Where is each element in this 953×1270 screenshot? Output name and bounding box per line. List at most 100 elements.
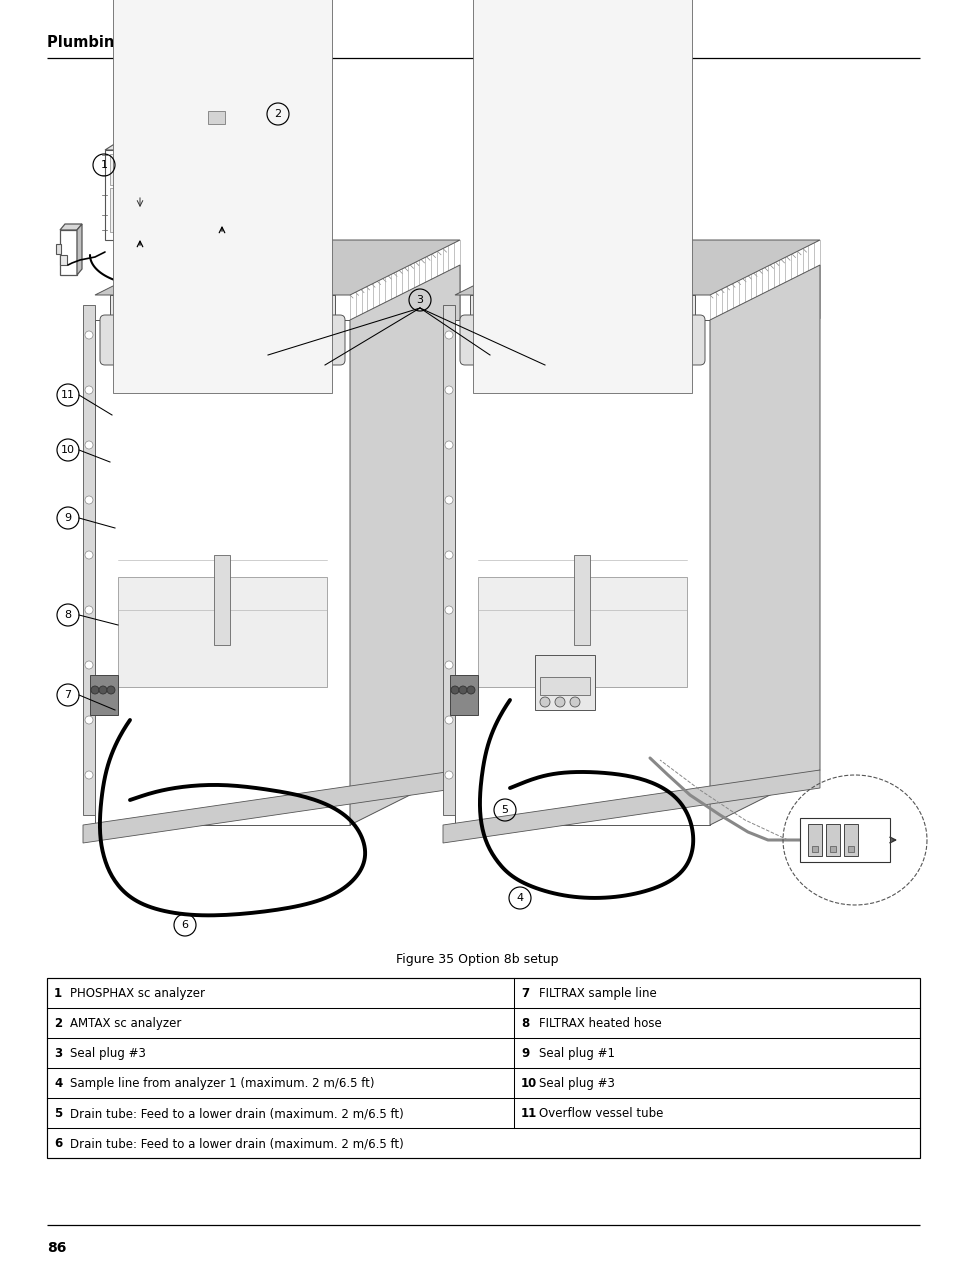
Polygon shape: [228, 103, 233, 126]
Polygon shape: [455, 240, 820, 295]
Polygon shape: [105, 150, 174, 240]
Text: 7: 7: [65, 690, 71, 700]
Polygon shape: [110, 154, 170, 185]
Polygon shape: [190, 171, 254, 218]
Circle shape: [569, 697, 579, 707]
Polygon shape: [95, 320, 350, 826]
Circle shape: [85, 551, 92, 559]
Text: Plumbing and connection options: Plumbing and connection options: [47, 34, 323, 50]
Bar: [811, 846, 817, 852]
Text: Drain tube: Feed to a lower drain (maximum. 2 m/6.5 ft): Drain tube: Feed to a lower drain (maxim…: [70, 1107, 403, 1120]
Text: 8: 8: [520, 1017, 529, 1030]
Polygon shape: [60, 224, 82, 230]
Polygon shape: [110, 188, 170, 232]
Text: 5: 5: [54, 1107, 62, 1120]
Text: 6: 6: [54, 1137, 62, 1151]
FancyBboxPatch shape: [100, 315, 345, 364]
Polygon shape: [260, 113, 284, 224]
Polygon shape: [185, 113, 284, 128]
Text: 3: 3: [54, 1046, 62, 1060]
Text: 1: 1: [54, 987, 62, 999]
Circle shape: [444, 331, 453, 339]
Bar: [574, 555, 589, 645]
Bar: [829, 846, 835, 852]
Text: 3: 3: [416, 295, 423, 305]
Polygon shape: [60, 255, 67, 265]
Circle shape: [467, 686, 475, 693]
Bar: [213, 555, 230, 645]
Circle shape: [107, 686, 115, 693]
Polygon shape: [205, 103, 233, 108]
Circle shape: [85, 771, 92, 779]
Circle shape: [444, 660, 453, 669]
Circle shape: [539, 697, 550, 707]
Circle shape: [85, 660, 92, 669]
Bar: [112, 0, 332, 392]
Circle shape: [85, 606, 92, 613]
Text: Drain tube: Feed to a lower drain (maximum. 2 m/6.5 ft): Drain tube: Feed to a lower drain (maxim…: [70, 1137, 403, 1151]
FancyBboxPatch shape: [47, 77, 919, 942]
FancyBboxPatch shape: [459, 315, 704, 364]
Circle shape: [444, 716, 453, 724]
Polygon shape: [174, 136, 196, 240]
Polygon shape: [185, 128, 260, 224]
Text: 2: 2: [54, 1017, 62, 1030]
Polygon shape: [60, 230, 77, 276]
Polygon shape: [77, 224, 82, 276]
Circle shape: [133, 210, 146, 221]
Polygon shape: [442, 305, 455, 815]
Circle shape: [444, 551, 453, 559]
Text: Seal plug #3: Seal plug #3: [70, 1046, 146, 1060]
Bar: [807, 824, 821, 856]
Polygon shape: [56, 244, 61, 254]
Circle shape: [444, 606, 453, 613]
Circle shape: [444, 386, 453, 394]
Bar: [118, 577, 327, 687]
Circle shape: [99, 686, 107, 693]
Text: 11: 11: [520, 1107, 537, 1120]
Circle shape: [85, 497, 92, 504]
Circle shape: [451, 686, 458, 693]
Circle shape: [215, 194, 228, 206]
Text: 9: 9: [520, 1046, 529, 1060]
Text: Figure 35 Option 8b setup: Figure 35 Option 8b setup: [395, 954, 558, 966]
Text: Seal plug #3: Seal plug #3: [538, 1077, 615, 1090]
Text: 11: 11: [61, 390, 75, 400]
Text: 6: 6: [181, 919, 189, 930]
Circle shape: [458, 686, 467, 693]
Circle shape: [85, 331, 92, 339]
Polygon shape: [442, 770, 820, 843]
Bar: [539, 677, 589, 695]
Text: 2: 2: [274, 109, 281, 119]
Polygon shape: [105, 136, 196, 150]
Text: Overflow vessel tube: Overflow vessel tube: [538, 1107, 662, 1120]
Bar: [90, 674, 118, 715]
Text: 4: 4: [516, 893, 523, 903]
Circle shape: [444, 771, 453, 779]
Text: 8: 8: [65, 610, 71, 620]
Text: FILTRAX heated hose: FILTRAX heated hose: [538, 1017, 661, 1030]
Text: 5: 5: [501, 805, 508, 815]
Bar: [847, 846, 853, 852]
Bar: [800, 818, 889, 862]
Bar: [825, 824, 840, 856]
Text: Seal plug #1: Seal plug #1: [538, 1046, 615, 1060]
Bar: [47, 978, 919, 1158]
Bar: [843, 824, 857, 856]
Polygon shape: [190, 132, 254, 168]
Bar: [450, 674, 477, 715]
Bar: [535, 655, 595, 710]
Circle shape: [444, 441, 453, 450]
Circle shape: [85, 716, 92, 724]
Text: 1: 1: [100, 160, 108, 170]
Circle shape: [85, 386, 92, 394]
Text: 4: 4: [54, 1077, 62, 1090]
Text: 9: 9: [65, 513, 71, 523]
Polygon shape: [83, 770, 459, 843]
Circle shape: [555, 697, 564, 707]
Polygon shape: [83, 305, 95, 815]
Polygon shape: [350, 265, 459, 826]
Circle shape: [444, 497, 453, 504]
Text: 7: 7: [520, 987, 529, 999]
Text: 86: 86: [47, 1241, 67, 1255]
